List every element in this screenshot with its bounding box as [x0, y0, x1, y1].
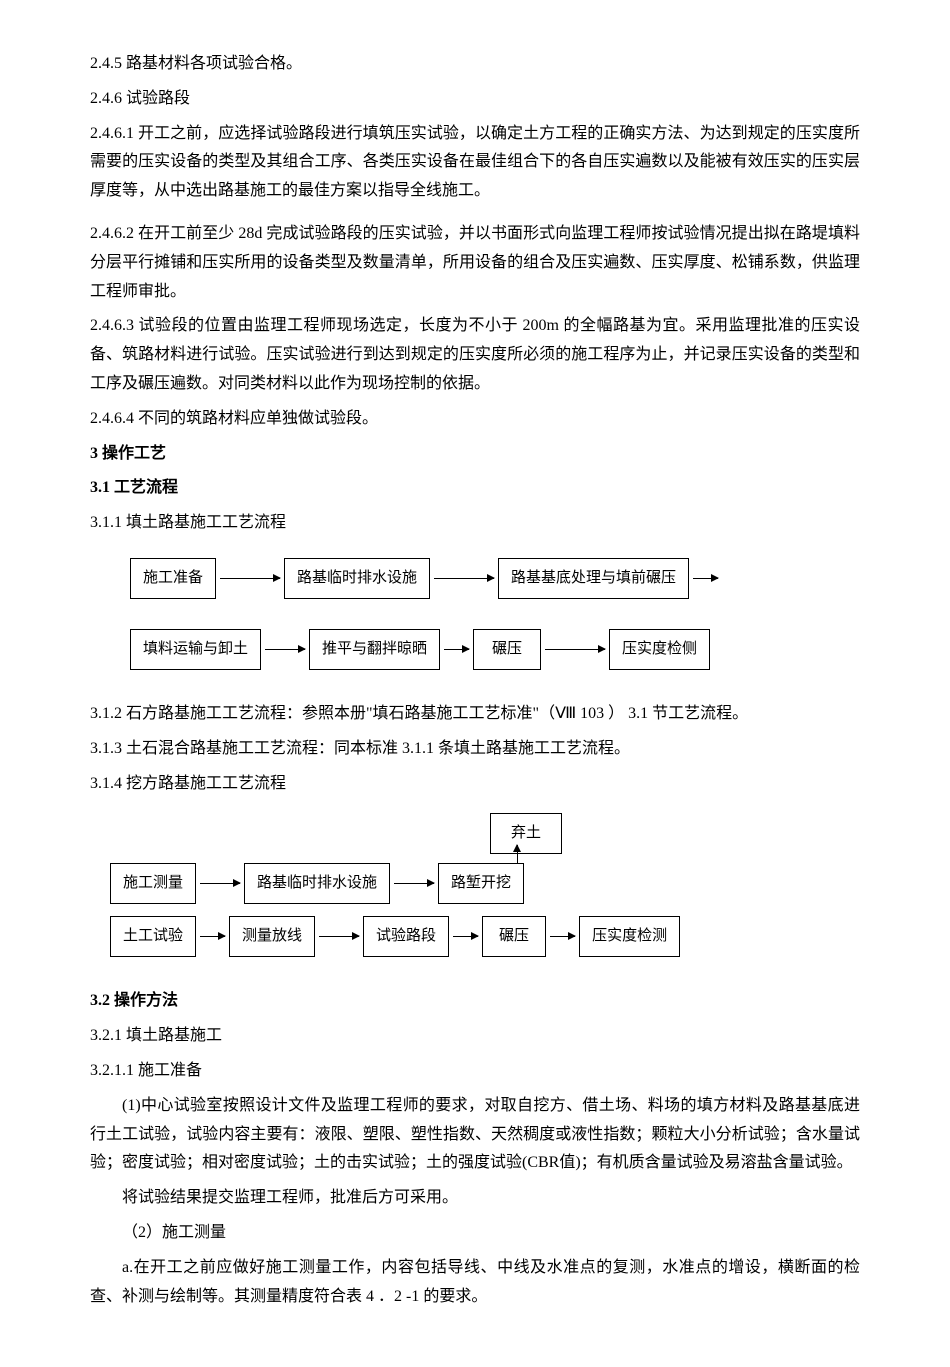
para-2-4-6-1: 2.4.6.1 开工之前，应选择试验路段进行填筑压实试验，以确定土方工程的正确实… — [90, 120, 860, 206]
heading-3-2: 3.2 操作方法 — [90, 987, 860, 1016]
box-drainage: 路基临时排水设施 — [284, 558, 430, 599]
para-content-1: (1)中心试验室按照设计文件及监理工程师的要求，对取自挖方、借土场、料场的填方材… — [90, 1092, 860, 1178]
arrow-icon — [200, 936, 225, 937]
para-2-4-6-3: 2.4.6.3 试验段的位置由监理工程师现场选定，长度为不小于 200m 的全幅… — [90, 312, 860, 398]
para-3-1-4: 3.1.4 挖方路基施工工艺流程 — [90, 770, 860, 799]
box-discard: 弃土 — [490, 813, 562, 854]
box-base-treatment: 路基基底处理与填前碾压 — [498, 558, 689, 599]
arrow-icon — [265, 649, 305, 650]
flow2-row-1: 施工测量 路基临时排水设施 路堑开挖 — [110, 863, 860, 904]
arrow-icon — [394, 883, 434, 884]
box-measure-line: 测量放线 — [229, 916, 315, 957]
box-transport: 填料运输与卸土 — [130, 629, 261, 670]
flow2-row-2: 土工试验 测量放线 试验路段 碾压 压实度检测 — [110, 916, 860, 957]
box-test-section: 试验路段 — [363, 916, 449, 957]
box-roll: 碾压 — [473, 629, 541, 670]
arrow-icon — [545, 649, 605, 650]
arrow-icon — [550, 936, 575, 937]
box-drainage2: 路基临时排水设施 — [244, 863, 390, 904]
flowchart-2: 弃土 施工测量 路基临时排水设施 路堑开挖 土工试验 测量放线 试验路段 碾压 … — [110, 863, 860, 957]
box-excavate: 路堑开挖 — [438, 863, 524, 904]
box-check2: 压实度检测 — [579, 916, 680, 957]
flow-row-2: 填料运输与卸土 推平与翻拌晾晒 碾压 压实度检侧 — [130, 629, 860, 670]
para-3-2-1-1: 3.2.1.1 施工准备 — [90, 1057, 860, 1086]
para-2-4-5: 2.4.5 路基材料各项试验合格。 — [90, 50, 860, 79]
para-3-1-2: 3.1.2 石方路基施工工艺流程：参照本册"填石路基施工工艺标准"（Ⅷ 103 … — [90, 700, 860, 729]
arrow-icon — [434, 578, 494, 579]
para-2-4-6-4: 2.4.6.4 不同的筑路材料应单独做试验段。 — [90, 405, 860, 434]
para-2-4-6: 2.4.6 试验路段 — [90, 85, 860, 114]
para-3-1-3: 3.1.3 土石混合路基施工工艺流程：同本标准 3.1.1 条填土路基施工工艺流… — [90, 735, 860, 764]
box-prepare: 施工准备 — [130, 558, 216, 599]
arrow-icon — [220, 578, 280, 579]
arrow-icon — [200, 883, 240, 884]
box-survey: 施工测量 — [110, 863, 196, 904]
box-check: 压实度检侧 — [609, 629, 710, 670]
para-content-2: 将试验结果提交监理工程师，批准后方可采用。 — [90, 1184, 860, 1213]
flow-row-1: 施工准备 路基临时排水设施 路基基底处理与填前碾压 — [130, 558, 860, 599]
flowchart-1: 施工准备 路基临时排水设施 路基基底处理与填前碾压 填料运输与卸土 推平与翻拌晾… — [130, 558, 860, 670]
heading-3-1: 3.1 工艺流程 — [90, 474, 860, 503]
para-3-1-1: 3.1.1 填土路基施工工艺流程 — [90, 509, 860, 538]
arrow-icon — [444, 649, 469, 650]
arrow-up-icon — [517, 845, 518, 863]
para-content-3: （2）施工测量 — [90, 1219, 860, 1248]
box-roll2: 碾压 — [482, 916, 546, 957]
arrow-icon — [453, 936, 478, 937]
arrow-icon — [693, 578, 718, 579]
para-3-2-1: 3.2.1 填土路基施工 — [90, 1022, 860, 1051]
box-soil-test: 土工试验 — [110, 916, 196, 957]
para-2-4-6-2: 2.4.6.2 在开工前至少 28d 完成试验路段的压实试验，并以书面形式向监理… — [90, 220, 860, 306]
arrow-icon — [319, 936, 359, 937]
heading-3: 3 操作工艺 — [90, 440, 860, 469]
box-level: 推平与翻拌晾晒 — [309, 629, 440, 670]
para-content-4: a.在开工之前应做好施工测量工作，内容包括导线、中线及水准点的复测，水准点的增设… — [90, 1254, 860, 1312]
